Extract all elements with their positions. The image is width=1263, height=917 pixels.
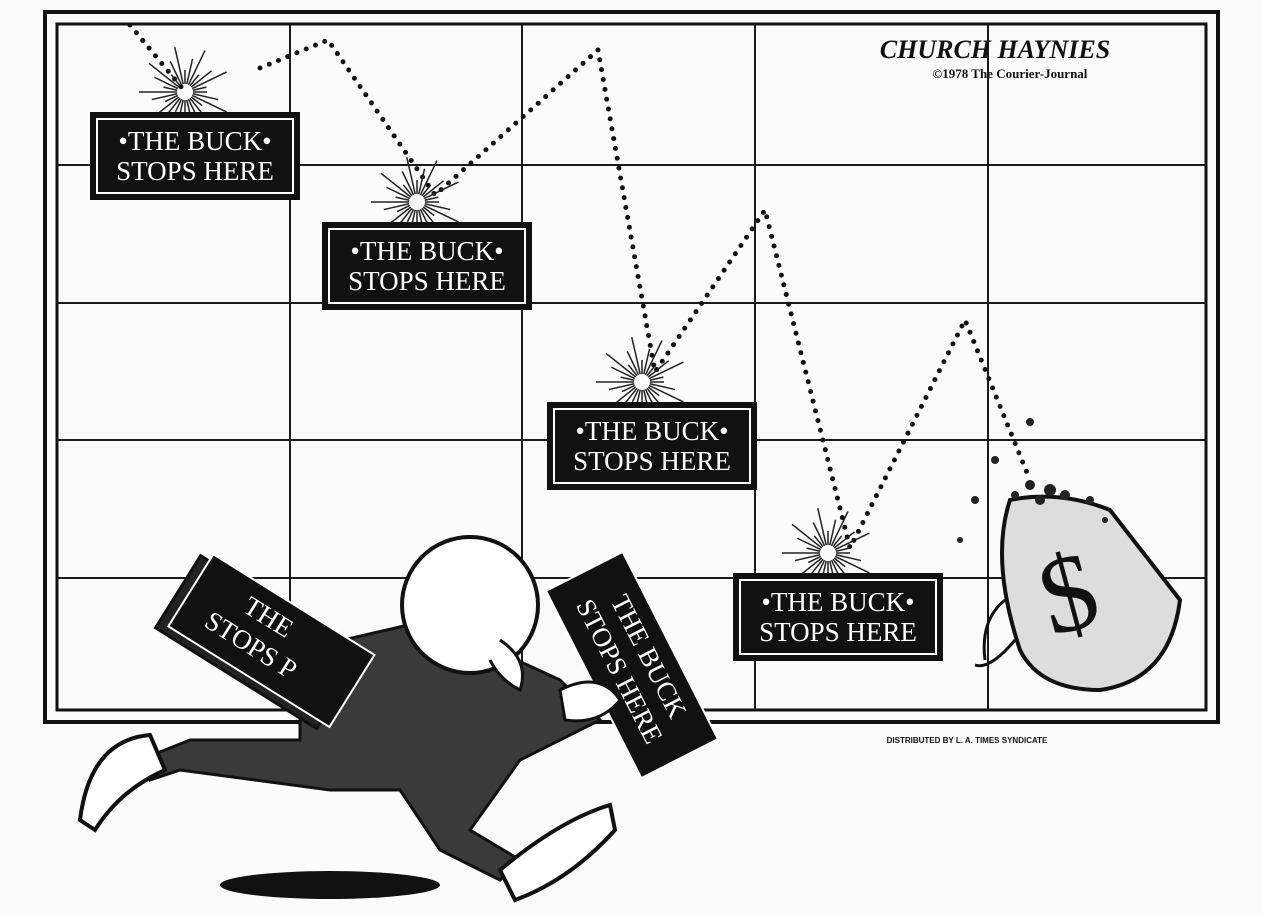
cartoon: CHURCH HAYNIES ©1978 The Courier-Journal… — [0, 0, 1263, 917]
artist-signature: CHURCH HAYNIES — [880, 35, 1110, 64]
sign-line: •THE BUCK• — [761, 587, 914, 617]
shadow — [220, 871, 440, 899]
sign-line: •THE BUCK• — [575, 416, 728, 446]
sign-line: STOPS HERE — [116, 156, 274, 186]
sign-line: •THE BUCK• — [350, 236, 503, 266]
sign-line: STOPS HERE — [348, 266, 506, 296]
sign-line: •THE BUCK• — [118, 126, 271, 156]
head — [402, 537, 538, 673]
sign-line: STOPS HERE — [573, 446, 731, 476]
page: CHURCH HAYNIES ©1978 The Courier-Journal… — [0, 0, 1263, 917]
sign-line: STOPS HERE — [759, 617, 917, 647]
syndicate-credit: DISTRIBUTED BY L. A. TIMES SYNDICATE — [887, 736, 1048, 745]
copyright: ©1978 The Courier-Journal — [933, 66, 1088, 81]
